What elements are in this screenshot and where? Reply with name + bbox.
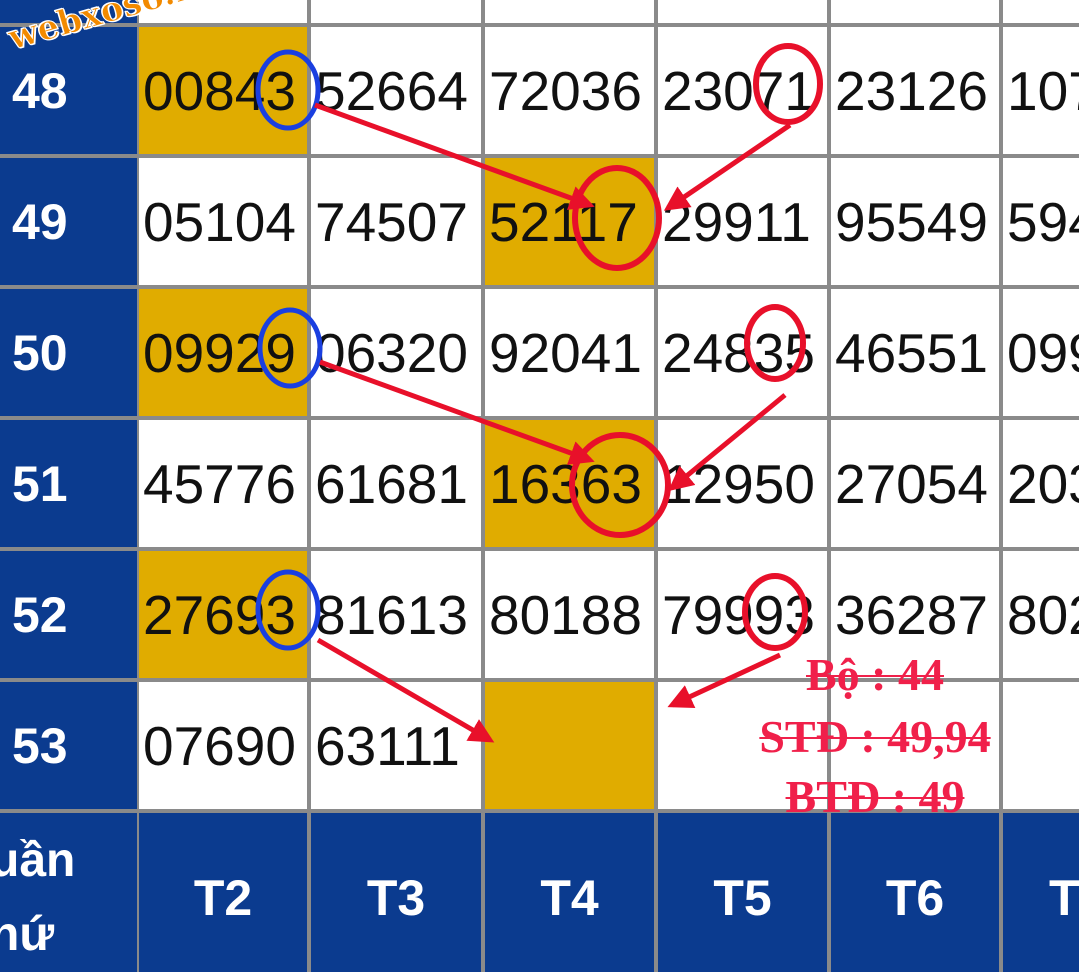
number-cell: 203 [1003,420,1079,547]
column-header: T [1003,813,1079,972]
annotation-text: BTĐ : 49 [785,771,965,822]
number-cell [485,682,654,809]
number-cell: 16363 [485,420,654,547]
week-label: 53 [0,682,137,809]
number-cell: 594 [1003,158,1079,285]
column-header: T5 [658,813,827,972]
number-cell: 80188 [485,551,654,678]
number-cell: 63111 [311,682,481,809]
column-header: T3 [311,813,481,972]
number-cell: 802 [1003,551,1079,678]
red-circles [569,43,823,651]
week-label: 50 [0,289,137,416]
number-cell: 06320 [311,289,481,416]
number-cell [1003,682,1079,809]
column-header: T6 [831,813,999,972]
footer-label-line: uần [0,833,76,887]
column-header: T4 [485,813,654,972]
table-cell [658,0,827,23]
footer-label-line: hứ [0,907,55,961]
number-cell: 27054 [831,420,999,547]
number-cell: 00843 [139,27,307,154]
number-cell: 07690 [139,682,307,809]
table-cell [1003,0,1079,23]
week-label: 49 [0,158,137,285]
number-cell: 27693 [139,551,307,678]
annotation-text: STĐ : 49,94 [759,711,991,762]
number-cell: 74507 [311,158,481,285]
week-cell [0,0,137,23]
week-label: 48 [0,27,137,154]
number-cell: 23126 [831,27,999,154]
number-cell: 46551 [831,289,999,416]
number-cell: 05104 [139,158,307,285]
number-cell: 099 [1003,289,1079,416]
number-cell: 61681 [311,420,481,547]
annotation-text: Bộ : 44 [806,649,944,700]
blue-circles [255,49,323,651]
number-cell: 72036 [485,27,654,154]
table-cell [831,0,999,23]
number-cell: 36287 [831,551,999,678]
week-label: 52 [0,551,137,678]
table-cell [139,0,307,23]
arrows [314,102,792,743]
footer-label: uần hứ [0,813,137,972]
number-cell: 95549 [831,158,999,285]
table-cell [485,0,654,23]
number-cell: 107 [1003,27,1079,154]
number-cell [831,682,999,809]
number-cell: 29911 [658,158,827,285]
column-header: T2 [139,813,307,972]
number-cell: 24835 [658,289,827,416]
table-cell [311,0,481,23]
number-cell: 81613 [311,551,481,678]
week-label: 51 [0,420,137,547]
number-cell: 92041 [485,289,654,416]
number-cell: 45776 [139,420,307,547]
